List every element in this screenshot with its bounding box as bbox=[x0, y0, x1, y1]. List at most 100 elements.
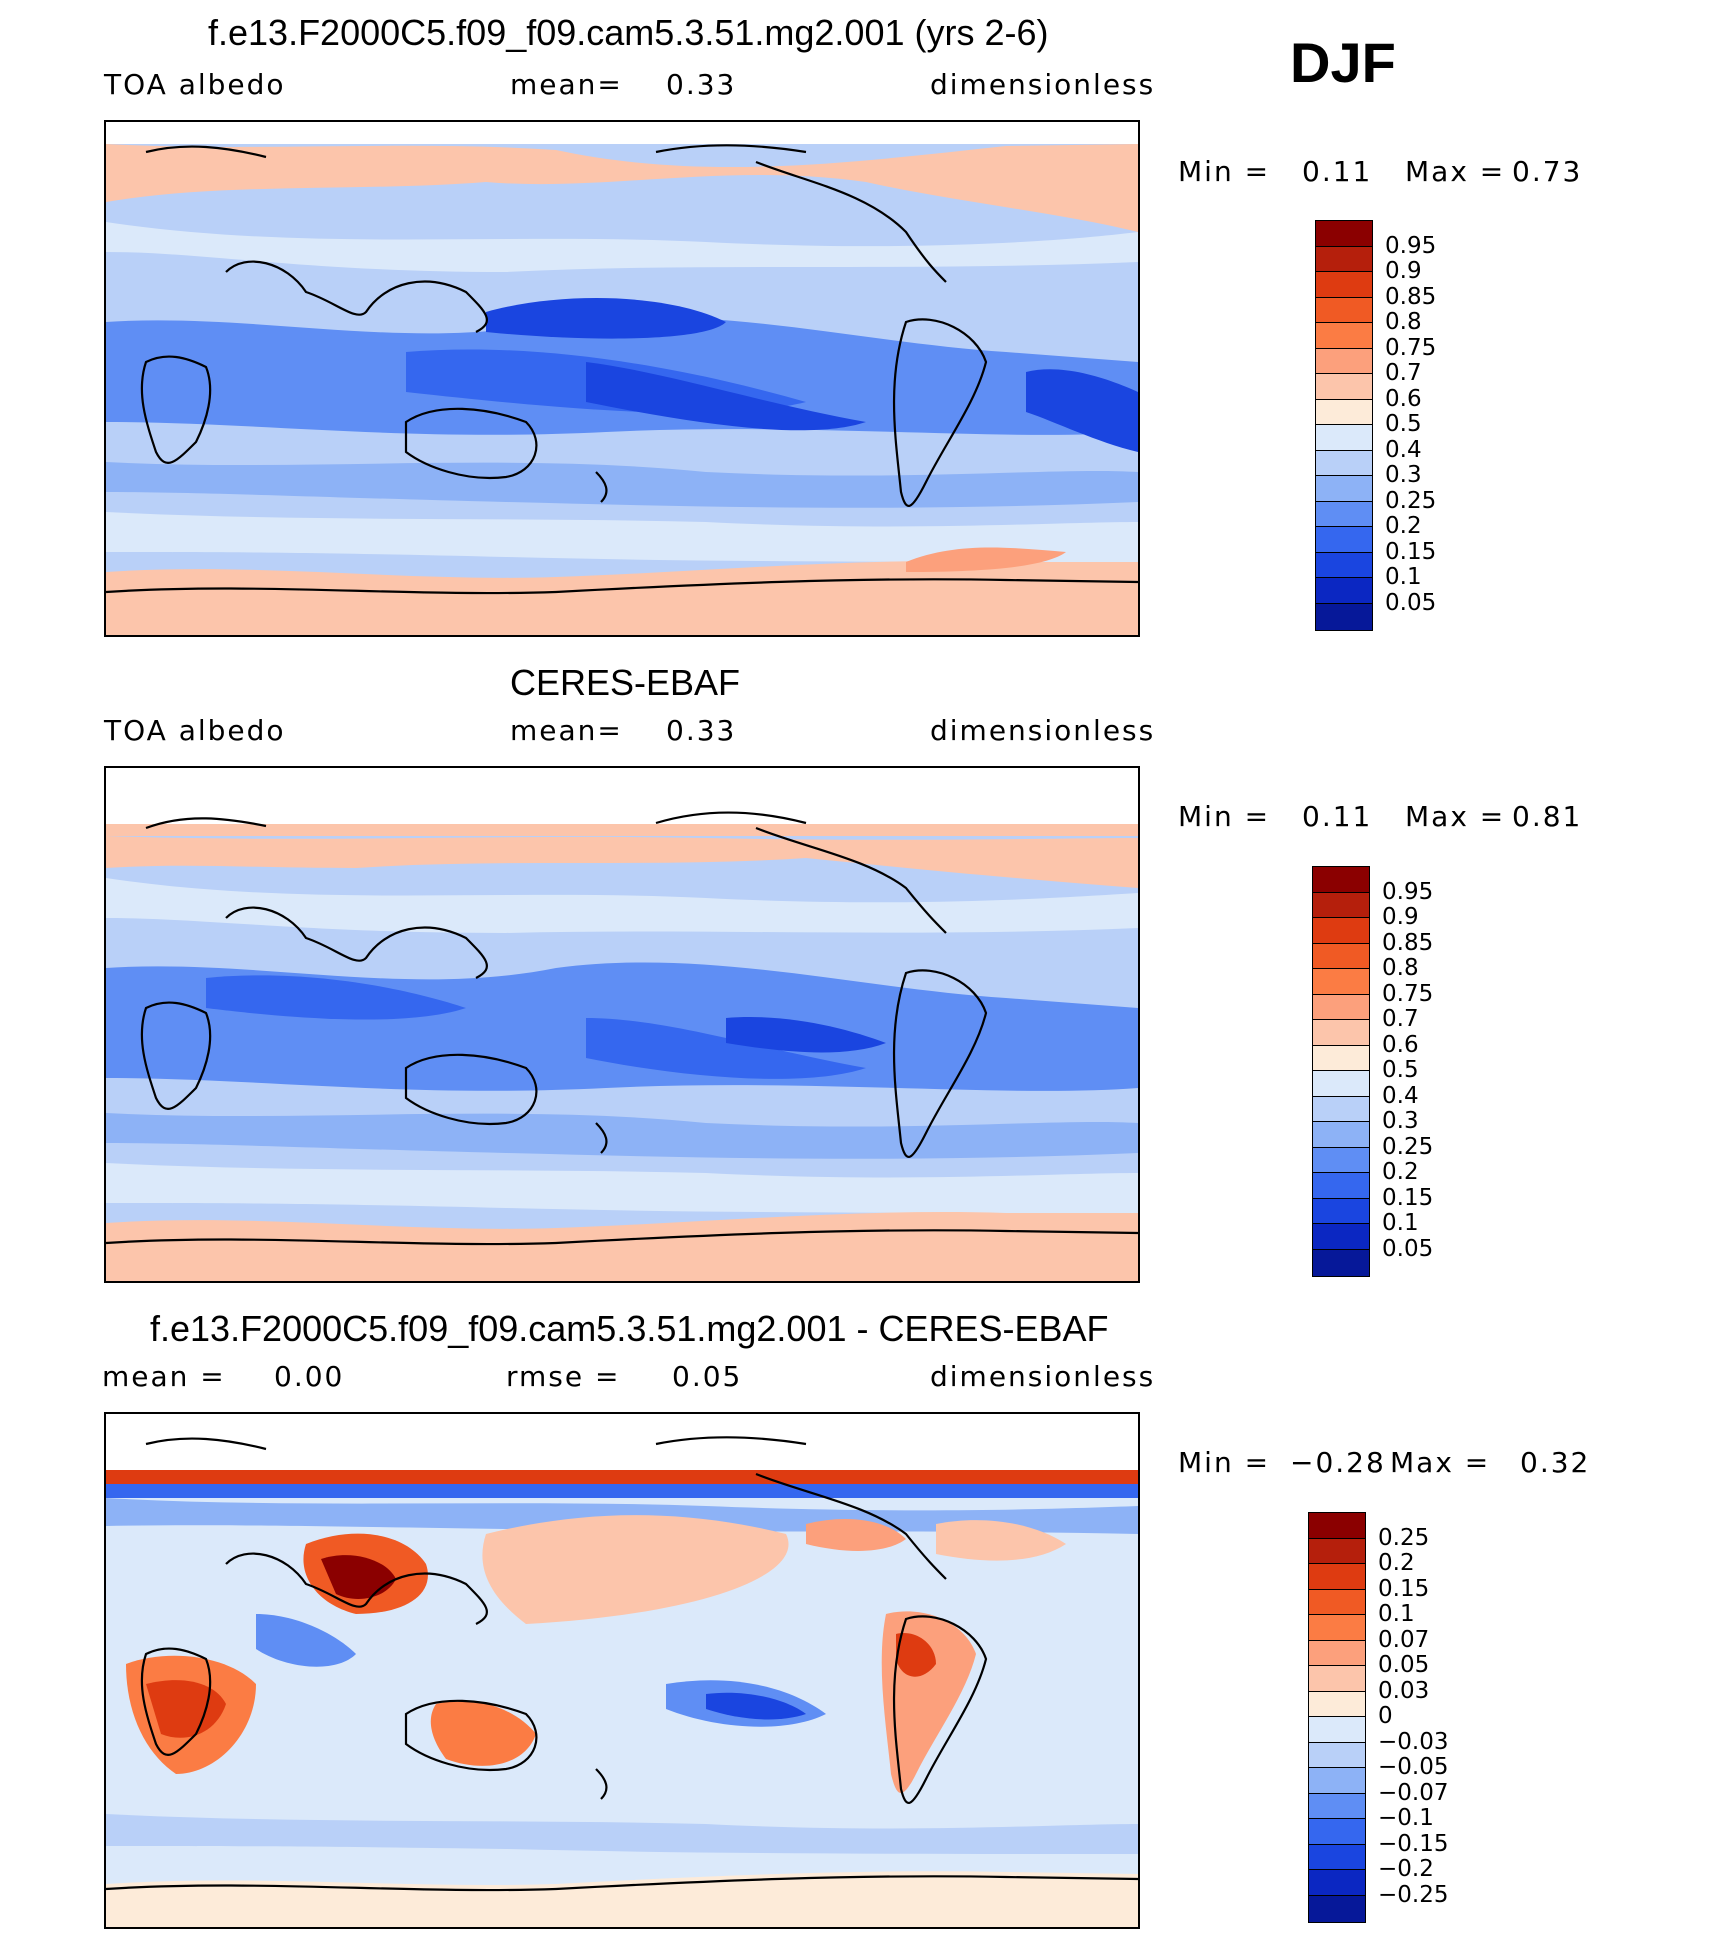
colorbar-swatch bbox=[1308, 1741, 1366, 1770]
panel-3-mean-label: mean = bbox=[102, 1360, 226, 1393]
colorbar-tick-label: 0 bbox=[1378, 1703, 1393, 1729]
colorbar-tick-label: 0.4 bbox=[1385, 436, 1422, 463]
colorbar-swatch bbox=[1315, 449, 1373, 478]
colorbar-tick-label: 0.2 bbox=[1382, 1159, 1419, 1185]
colorbar-tick-label: 0.8 bbox=[1382, 955, 1419, 981]
colorbar-swatch bbox=[1312, 1095, 1370, 1124]
colorbar-tick-label: 0.15 bbox=[1378, 1575, 1430, 1602]
colorbar-swatch bbox=[1308, 1818, 1366, 1847]
colorbar-swatch bbox=[1308, 1588, 1366, 1617]
panel-2-map bbox=[104, 766, 1140, 1283]
panel-3-max-value: 0.32 bbox=[1520, 1446, 1591, 1479]
colorbar-tick-label: 0.6 bbox=[1385, 385, 1422, 412]
colorbar-swatch bbox=[1315, 271, 1373, 300]
panel-1-max-label: Max = bbox=[1405, 155, 1506, 188]
panel-2-min-value: 0.11 bbox=[1302, 800, 1373, 833]
colorbar-tick-label: −0.05 bbox=[1378, 1754, 1449, 1780]
panel-2-variable-label: TOA albedo bbox=[104, 714, 286, 747]
panel-1-units: dimensionless bbox=[930, 68, 1156, 101]
colorbar-tick-label: −0.2 bbox=[1378, 1856, 1434, 1882]
colorbar-swatch bbox=[1308, 1767, 1366, 1796]
colorbar-swatch bbox=[1315, 220, 1373, 249]
colorbar-tick-label: 0.85 bbox=[1382, 929, 1434, 956]
panel-2-units: dimensionless bbox=[930, 714, 1156, 747]
season-label: DJF bbox=[1290, 31, 1396, 94]
colorbar-swatch bbox=[1315, 424, 1373, 453]
colorbar-swatch bbox=[1308, 1843, 1366, 1872]
colorbar-swatch bbox=[1315, 245, 1373, 274]
colorbar-swatch bbox=[1312, 1197, 1370, 1226]
panel-1-mean-value: 0.33 bbox=[666, 68, 737, 101]
colorbar-tick-label: 0.15 bbox=[1382, 1184, 1434, 1211]
colorbar-swatch bbox=[1308, 1894, 1366, 1923]
colorbar-swatch bbox=[1308, 1614, 1366, 1643]
colorbar-swatch bbox=[1315, 373, 1373, 402]
panel-1-min-label: Min = bbox=[1178, 155, 1271, 188]
colorbar-swatch bbox=[1312, 1121, 1370, 1150]
colorbar-swatch bbox=[1312, 1044, 1370, 1073]
colorbar-swatch bbox=[1312, 968, 1370, 997]
colorbar-tick-label: 0.05 bbox=[1378, 1652, 1430, 1678]
colorbar-tick-label: 0.05 bbox=[1382, 1235, 1434, 1262]
colorbar-swatch bbox=[1312, 1070, 1370, 1099]
colorbar-tick-label: 0.5 bbox=[1382, 1057, 1419, 1083]
panel-1-max-value: 0.73 bbox=[1512, 155, 1583, 188]
colorbar-swatch bbox=[1308, 1537, 1366, 1566]
colorbar-tick-label: 0.9 bbox=[1385, 258, 1422, 284]
colorbar-tick-label: 0.8 bbox=[1385, 309, 1422, 335]
panel-3-rmse-label: rmse = bbox=[506, 1360, 621, 1393]
colorbar-swatch bbox=[1312, 1146, 1370, 1175]
colorbar-tick-label: 0.4 bbox=[1382, 1082, 1419, 1109]
colorbar-tick-label: 0.3 bbox=[1385, 462, 1422, 488]
colorbar-swatch bbox=[1315, 577, 1373, 606]
panel-3-max-label: Max = bbox=[1390, 1446, 1491, 1479]
colorbar-swatch bbox=[1312, 891, 1370, 920]
colorbar-swatch bbox=[1312, 917, 1370, 946]
panel-1-min-value: 0.11 bbox=[1302, 155, 1373, 188]
colorbar-tick-label: 0.1 bbox=[1382, 1210, 1419, 1236]
colorbar-swatch bbox=[1312, 1019, 1370, 1048]
colorbar-swatch bbox=[1315, 347, 1373, 376]
colorbar-tick-label: 0.15 bbox=[1385, 538, 1437, 565]
colorbar-swatch bbox=[1308, 1869, 1366, 1898]
colorbar-swatch bbox=[1312, 993, 1370, 1022]
colorbar-tick-label: 0.9 bbox=[1382, 904, 1419, 930]
colorbar-swatch bbox=[1315, 475, 1373, 504]
panel-3-title: f.e13.F2000C5.f09_f09.cam5.3.51.mg2.001 … bbox=[150, 1308, 1109, 1349]
colorbar-tick-label: 0.85 bbox=[1385, 283, 1437, 310]
colorbar-tick-label: 0.7 bbox=[1382, 1006, 1419, 1032]
colorbar-tick-label: −0.1 bbox=[1378, 1805, 1434, 1831]
colorbar-swatch bbox=[1312, 1172, 1370, 1201]
colorbar-tick-label: 0.2 bbox=[1378, 1550, 1415, 1576]
colorbar-tick-label: 0.25 bbox=[1378, 1524, 1430, 1551]
panel-3-units: dimensionless bbox=[930, 1360, 1156, 1393]
panel-2-max-value: 0.81 bbox=[1512, 800, 1583, 833]
colorbar-tick-label: 0.1 bbox=[1385, 564, 1422, 590]
panel-3-min-value: −0.28 bbox=[1290, 1446, 1386, 1479]
panel-3-rmse-value: 0.05 bbox=[672, 1360, 743, 1393]
colorbar-tick-label: 0.75 bbox=[1382, 980, 1434, 1007]
colorbar-tick-label: 0.25 bbox=[1382, 1133, 1434, 1160]
colorbar-tick-label: 0.03 bbox=[1378, 1677, 1430, 1704]
colorbar-tick-label: 0.25 bbox=[1385, 487, 1437, 514]
colorbar-swatch bbox=[1308, 1665, 1366, 1694]
colorbar-tick-label: −0.15 bbox=[1378, 1830, 1449, 1857]
colorbar-tick-label: 0.95 bbox=[1382, 878, 1434, 905]
panel-1-title: f.e13.F2000C5.f09_f09.cam5.3.51.mg2.001 … bbox=[208, 12, 1049, 53]
panel-2-max-label: Max = bbox=[1405, 800, 1506, 833]
colorbar-swatch bbox=[1315, 551, 1373, 580]
colorbar-tick-label: 0.3 bbox=[1382, 1108, 1419, 1134]
colorbar-swatch bbox=[1308, 1512, 1366, 1541]
colorbar-swatch bbox=[1308, 1690, 1366, 1719]
panel-2-mean-value: 0.33 bbox=[666, 714, 737, 747]
colorbar-tick-label: 0.75 bbox=[1385, 334, 1437, 361]
colorbar-swatch bbox=[1308, 1563, 1366, 1592]
colorbar-tick-label: 0.2 bbox=[1385, 513, 1422, 539]
colorbar-swatch bbox=[1308, 1639, 1366, 1668]
panel-3-map bbox=[104, 1412, 1140, 1929]
colorbar-tick-label: −0.03 bbox=[1378, 1728, 1449, 1755]
colorbar-tick-label: 0.07 bbox=[1378, 1626, 1430, 1653]
colorbar-tick-label: 0.7 bbox=[1385, 360, 1422, 386]
colorbar-tick-label: 0.5 bbox=[1385, 411, 1422, 437]
colorbar-swatch bbox=[1312, 866, 1370, 895]
